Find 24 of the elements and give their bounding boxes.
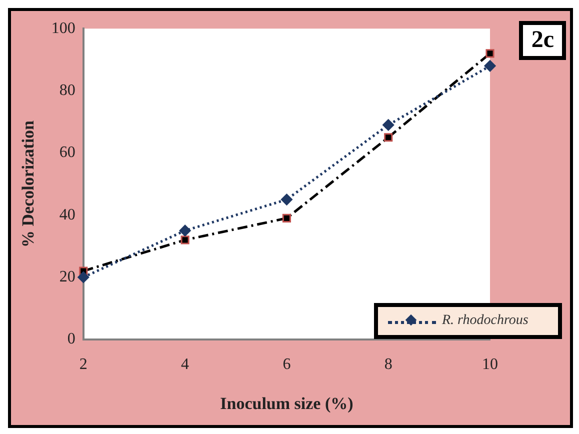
point	[486, 49, 494, 58]
point	[180, 236, 190, 244]
x-tick-label: 2	[79, 356, 88, 374]
legend-label: R. rhodochrous	[442, 313, 528, 329]
point	[280, 194, 292, 206]
point	[78, 271, 90, 283]
point	[384, 133, 393, 142]
x-tick-label: 6	[282, 356, 291, 374]
y-tick-label: 60	[59, 144, 76, 162]
y-tick-label: 0	[67, 330, 76, 348]
point	[282, 214, 291, 222]
y-axis-title: % Decolorization	[18, 120, 38, 248]
x-tick-label: 4	[181, 356, 190, 374]
y-tick-label: 100	[51, 20, 76, 37]
y-tick-label: 40	[59, 206, 76, 224]
y-tick-label: 80	[59, 82, 76, 99]
y-tick-label: 20	[59, 268, 76, 286]
point	[382, 119, 394, 131]
point	[179, 224, 191, 236]
text: 2c	[519, 21, 566, 60]
x-tick-label: 8	[384, 356, 392, 374]
x-axis-title: Inoculum size (%)	[220, 394, 354, 414]
point	[484, 60, 496, 72]
x-tick-label: 10	[482, 356, 498, 374]
